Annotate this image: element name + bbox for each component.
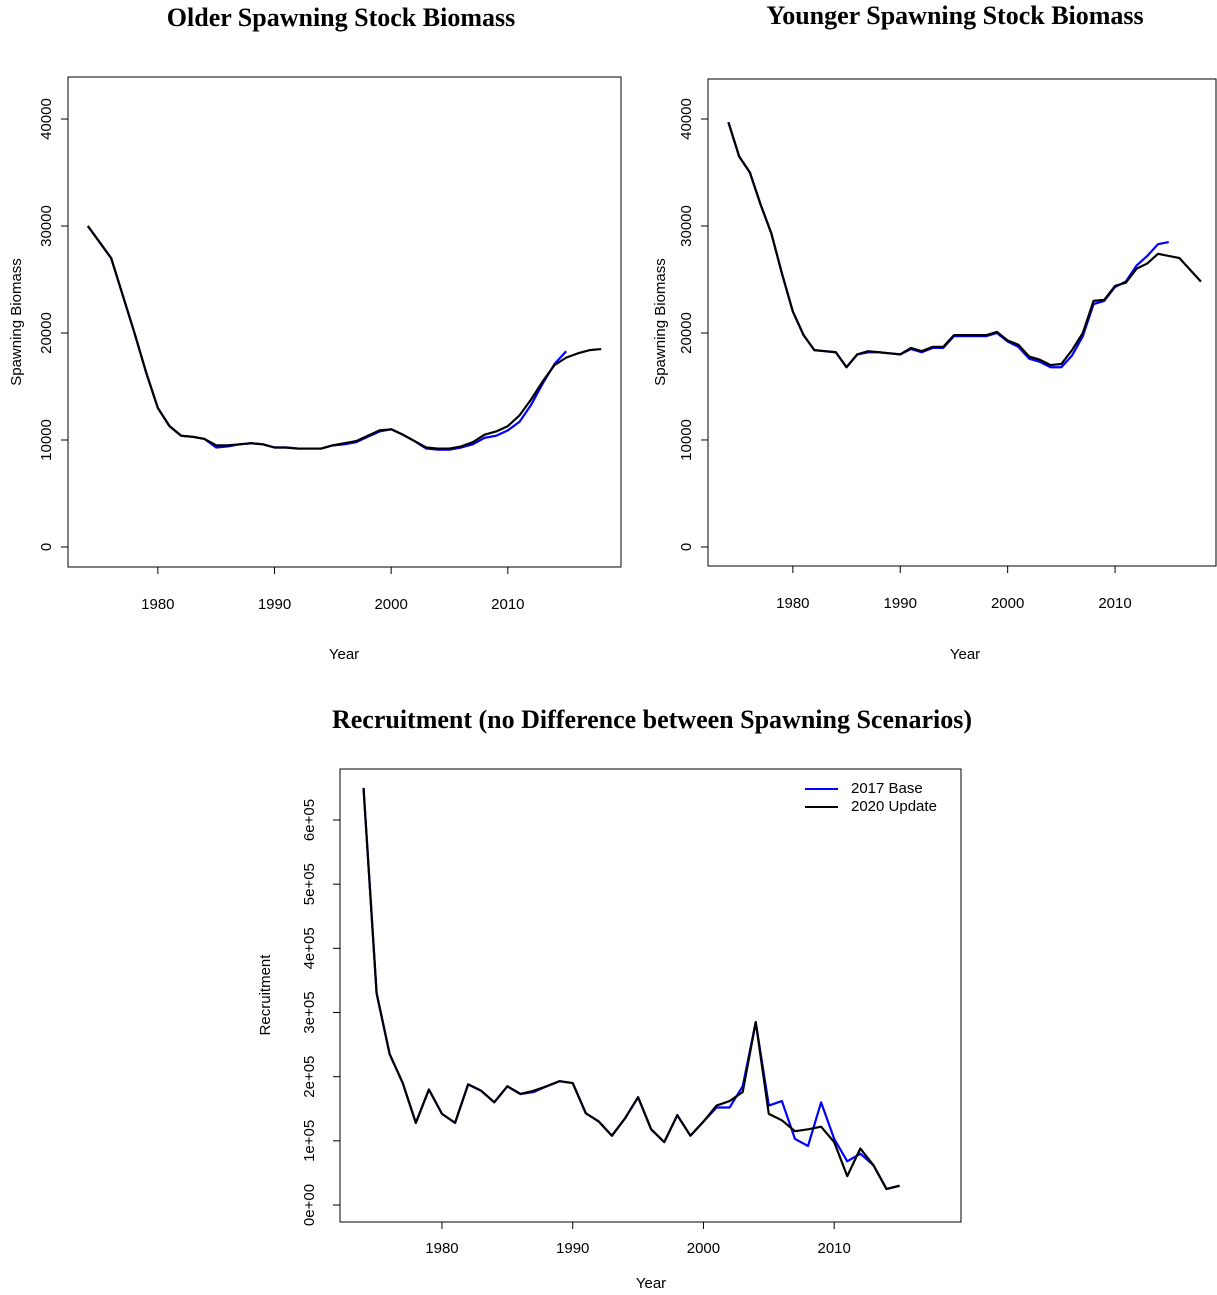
y-tick-label: 10000	[38, 419, 55, 461]
y-tick-label: 30000	[38, 205, 55, 247]
x-tick-label: 2000	[374, 596, 407, 613]
y-tick-label: 5e+05	[301, 863, 318, 905]
x-tick-label: 2000	[991, 595, 1024, 612]
y-tick-label: 20000	[38, 312, 55, 354]
series-line	[86, 225, 567, 451]
series-line	[86, 225, 602, 450]
legend-label: 2017 Base	[851, 780, 923, 797]
series-line	[727, 121, 1169, 369]
y-tick-label: 2e+05	[301, 1056, 318, 1098]
y-tick-label: 20000	[678, 312, 695, 354]
x-tick-label: 2000	[687, 1240, 720, 1257]
y-tick-label: 0	[38, 543, 55, 551]
plot-frame	[67, 76, 622, 568]
y-tick-label: 4e+05	[301, 927, 318, 969]
x-axis-label: Year	[636, 1275, 666, 1292]
y-tick-label: 30000	[678, 205, 695, 247]
y-axis-label: Spawning Biomass	[652, 258, 669, 386]
x-tick-label: 1990	[258, 596, 291, 613]
y-tick-label: 0	[678, 543, 695, 551]
chart-title: Recruitment (no Difference between Spawn…	[332, 705, 972, 734]
y-axis-label: Spawning Biomass	[8, 258, 25, 386]
x-tick-label: 2010	[817, 1240, 850, 1257]
series-line	[362, 787, 900, 1191]
plot-frame	[707, 78, 1217, 567]
x-tick-label: 1990	[884, 595, 917, 612]
chart-title: Younger Spawning Stock Biomass	[766, 1, 1143, 30]
x-axis-label: Year	[329, 646, 359, 663]
x-tick-label: 2010	[491, 596, 524, 613]
y-tick-label: 6e+05	[301, 799, 318, 841]
x-tick-label: 1980	[141, 596, 174, 613]
x-axis-label: Year	[950, 646, 980, 663]
series-line	[362, 787, 900, 1191]
y-tick-label: 3e+05	[301, 991, 318, 1033]
y-tick-label: 40000	[678, 98, 695, 140]
plot-frame	[339, 768, 962, 1223]
x-tick-label: 1980	[776, 595, 809, 612]
y-tick-label: 1e+05	[301, 1120, 318, 1162]
chart-title: Older Spawning Stock Biomass	[167, 3, 515, 32]
x-tick-label: 2010	[1098, 595, 1131, 612]
y-tick-label: 10000	[678, 419, 695, 461]
x-tick-label: 1980	[425, 1240, 458, 1257]
y-tick-label: 40000	[38, 98, 55, 140]
x-tick-label: 1990	[556, 1240, 589, 1257]
y-tick-label: 0e+00	[301, 1184, 318, 1226]
legend-label: 2020 Update	[851, 798, 937, 815]
y-axis-label: Recruitment	[257, 954, 274, 1036]
series-line	[727, 121, 1202, 369]
